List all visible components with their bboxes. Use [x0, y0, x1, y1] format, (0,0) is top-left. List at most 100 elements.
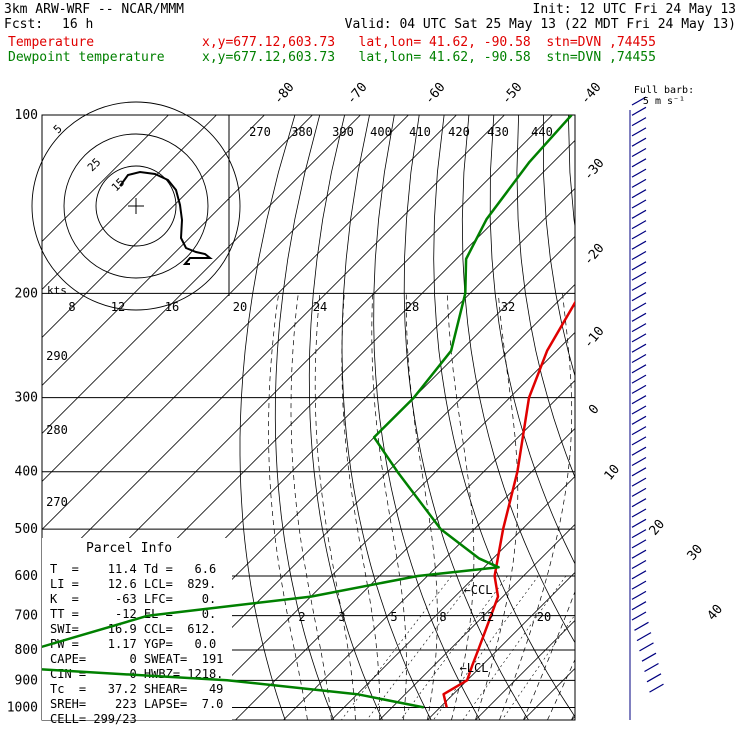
isotherm-line — [42, 115, 217, 291]
isotherm-label: 30 — [685, 542, 707, 564]
moist-adiabat — [571, 711, 575, 720]
isotherm-label: -30 — [581, 156, 608, 184]
theta-label: 430 — [487, 125, 509, 139]
wind-barb — [639, 642, 654, 652]
wind-barbs — [629, 96, 664, 720]
isotherm-label: -80 — [271, 80, 298, 108]
wind-barb — [631, 209, 647, 219]
moist-adiabat — [523, 590, 575, 720]
isotherm-label: 10 — [602, 462, 624, 484]
model-title: 3km ARW-WRF -- NCAR/MMM — [4, 2, 185, 17]
wind-barb — [631, 529, 647, 539]
wind-barb — [631, 168, 647, 178]
mixing-ratio-label: 24 — [313, 300, 327, 314]
forecast-hours: 16 h — [62, 17, 94, 32]
lcl-marker: ←LCL — [460, 661, 489, 675]
dry-adiabat — [274, 115, 335, 720]
wind-barb — [631, 446, 647, 456]
dry-adiabat — [489, 115, 575, 565]
dry-adiabat — [543, 115, 575, 378]
isotherm-label: 20 — [647, 517, 669, 539]
wind-barb — [631, 137, 647, 147]
wind-barb — [631, 96, 647, 106]
dry-adiabat — [643, 115, 740, 720]
wind-barb — [631, 590, 647, 600]
wind-barb — [646, 673, 662, 683]
theta-label: 270 — [249, 125, 271, 139]
isotherm-label: -50 — [499, 80, 526, 108]
wind-barb — [631, 323, 647, 333]
theta-label: 440 — [531, 125, 553, 139]
wind-barb — [631, 178, 647, 188]
dry-adiabat — [668, 115, 740, 720]
theta-label: 410 — [409, 125, 431, 139]
dewpoint-legend: Dewpoint temperature — [8, 50, 165, 65]
wind-barb — [631, 106, 647, 116]
wind-barb — [641, 652, 657, 662]
wind-barb — [631, 240, 647, 250]
pressure-label: 200 — [15, 286, 38, 301]
wind-barb — [631, 611, 647, 621]
temperature-profile — [442, 300, 575, 708]
dry-adiabat — [693, 115, 740, 720]
parcel-row: SWI= 16.9 CCL= 612. — [50, 622, 216, 636]
dewpoint-profile — [42, 115, 573, 709]
pressure-label: 900 — [15, 673, 38, 688]
wind-barb — [631, 415, 647, 425]
wind-barb — [631, 374, 647, 384]
wind-barb — [631, 601, 647, 611]
isotherm-line — [42, 115, 505, 579]
moist-adiabat — [499, 293, 573, 720]
mixing-ratio-label: 20 — [233, 300, 247, 314]
isotherm-line — [331, 475, 575, 720]
dry-adiabat — [308, 115, 383, 720]
moist-adiabat — [371, 293, 407, 720]
isotherm-label: 0 — [586, 402, 603, 418]
wind-barb — [634, 621, 649, 631]
parcel-row: LI = 12.6 LCL= 829. — [50, 577, 216, 591]
temperature-location: x,y=677.12,603.73 lat,lon= 41.62, -90.58… — [202, 35, 656, 50]
isotherm-line — [139, 283, 575, 720]
dry-adiabat — [403, 115, 529, 720]
mixing-ratio-line — [366, 575, 476, 720]
dry-adiabat — [568, 115, 575, 230]
wind-barb — [631, 477, 647, 487]
wind-barb — [631, 230, 647, 240]
dry-adiabat — [718, 115, 740, 720]
parcel-info-box: Parcel Info T = 11.4 Td = 6.6LI = 12.6 LC… — [42, 538, 232, 726]
wind-barb — [631, 508, 647, 518]
wind-barb — [631, 199, 647, 209]
isotherm-line — [42, 115, 361, 435]
isotherm-line — [427, 571, 575, 720]
theta-label: 390 — [332, 125, 354, 139]
theta-label: 420 — [448, 125, 470, 139]
hodograph-units: kts — [47, 284, 67, 297]
wind-barb — [631, 127, 647, 137]
isotherm-line — [42, 115, 313, 387]
theta-label: 280 — [46, 423, 68, 437]
wind-barb — [631, 333, 647, 343]
mixing-ratio-line — [462, 575, 567, 720]
dry-adiabat — [516, 115, 575, 479]
dry-adiabat — [593, 115, 740, 720]
isotherm-line — [42, 115, 265, 339]
mixing-ratio-label: 12 — [111, 300, 125, 314]
wind-barb — [631, 281, 647, 291]
isotherm-label: -70 — [344, 80, 371, 108]
parcel-row: Tc = 37.2 SHEAR= 49 — [50, 682, 223, 696]
wind-barb — [649, 683, 664, 693]
pressure-label: 600 — [15, 569, 38, 584]
wind-barb — [631, 271, 647, 281]
wind-barb — [631, 292, 647, 302]
isotherm-line — [283, 427, 575, 720]
mixing-ratio-label: 3 — [338, 610, 345, 624]
moist-adiabat — [268, 293, 308, 720]
parcel-row: K = -63 LFC= 0. — [50, 592, 216, 606]
wind-barb — [631, 147, 647, 158]
moist-adiabat — [446, 293, 475, 720]
wind-barb — [631, 539, 647, 549]
hodograph-ring — [95, 165, 177, 247]
dewpoint-location: x,y=677.12,603.73 lat,lon= 41.62, -90.58… — [202, 50, 656, 65]
hodograph-ring-label: 5 — [51, 122, 65, 136]
